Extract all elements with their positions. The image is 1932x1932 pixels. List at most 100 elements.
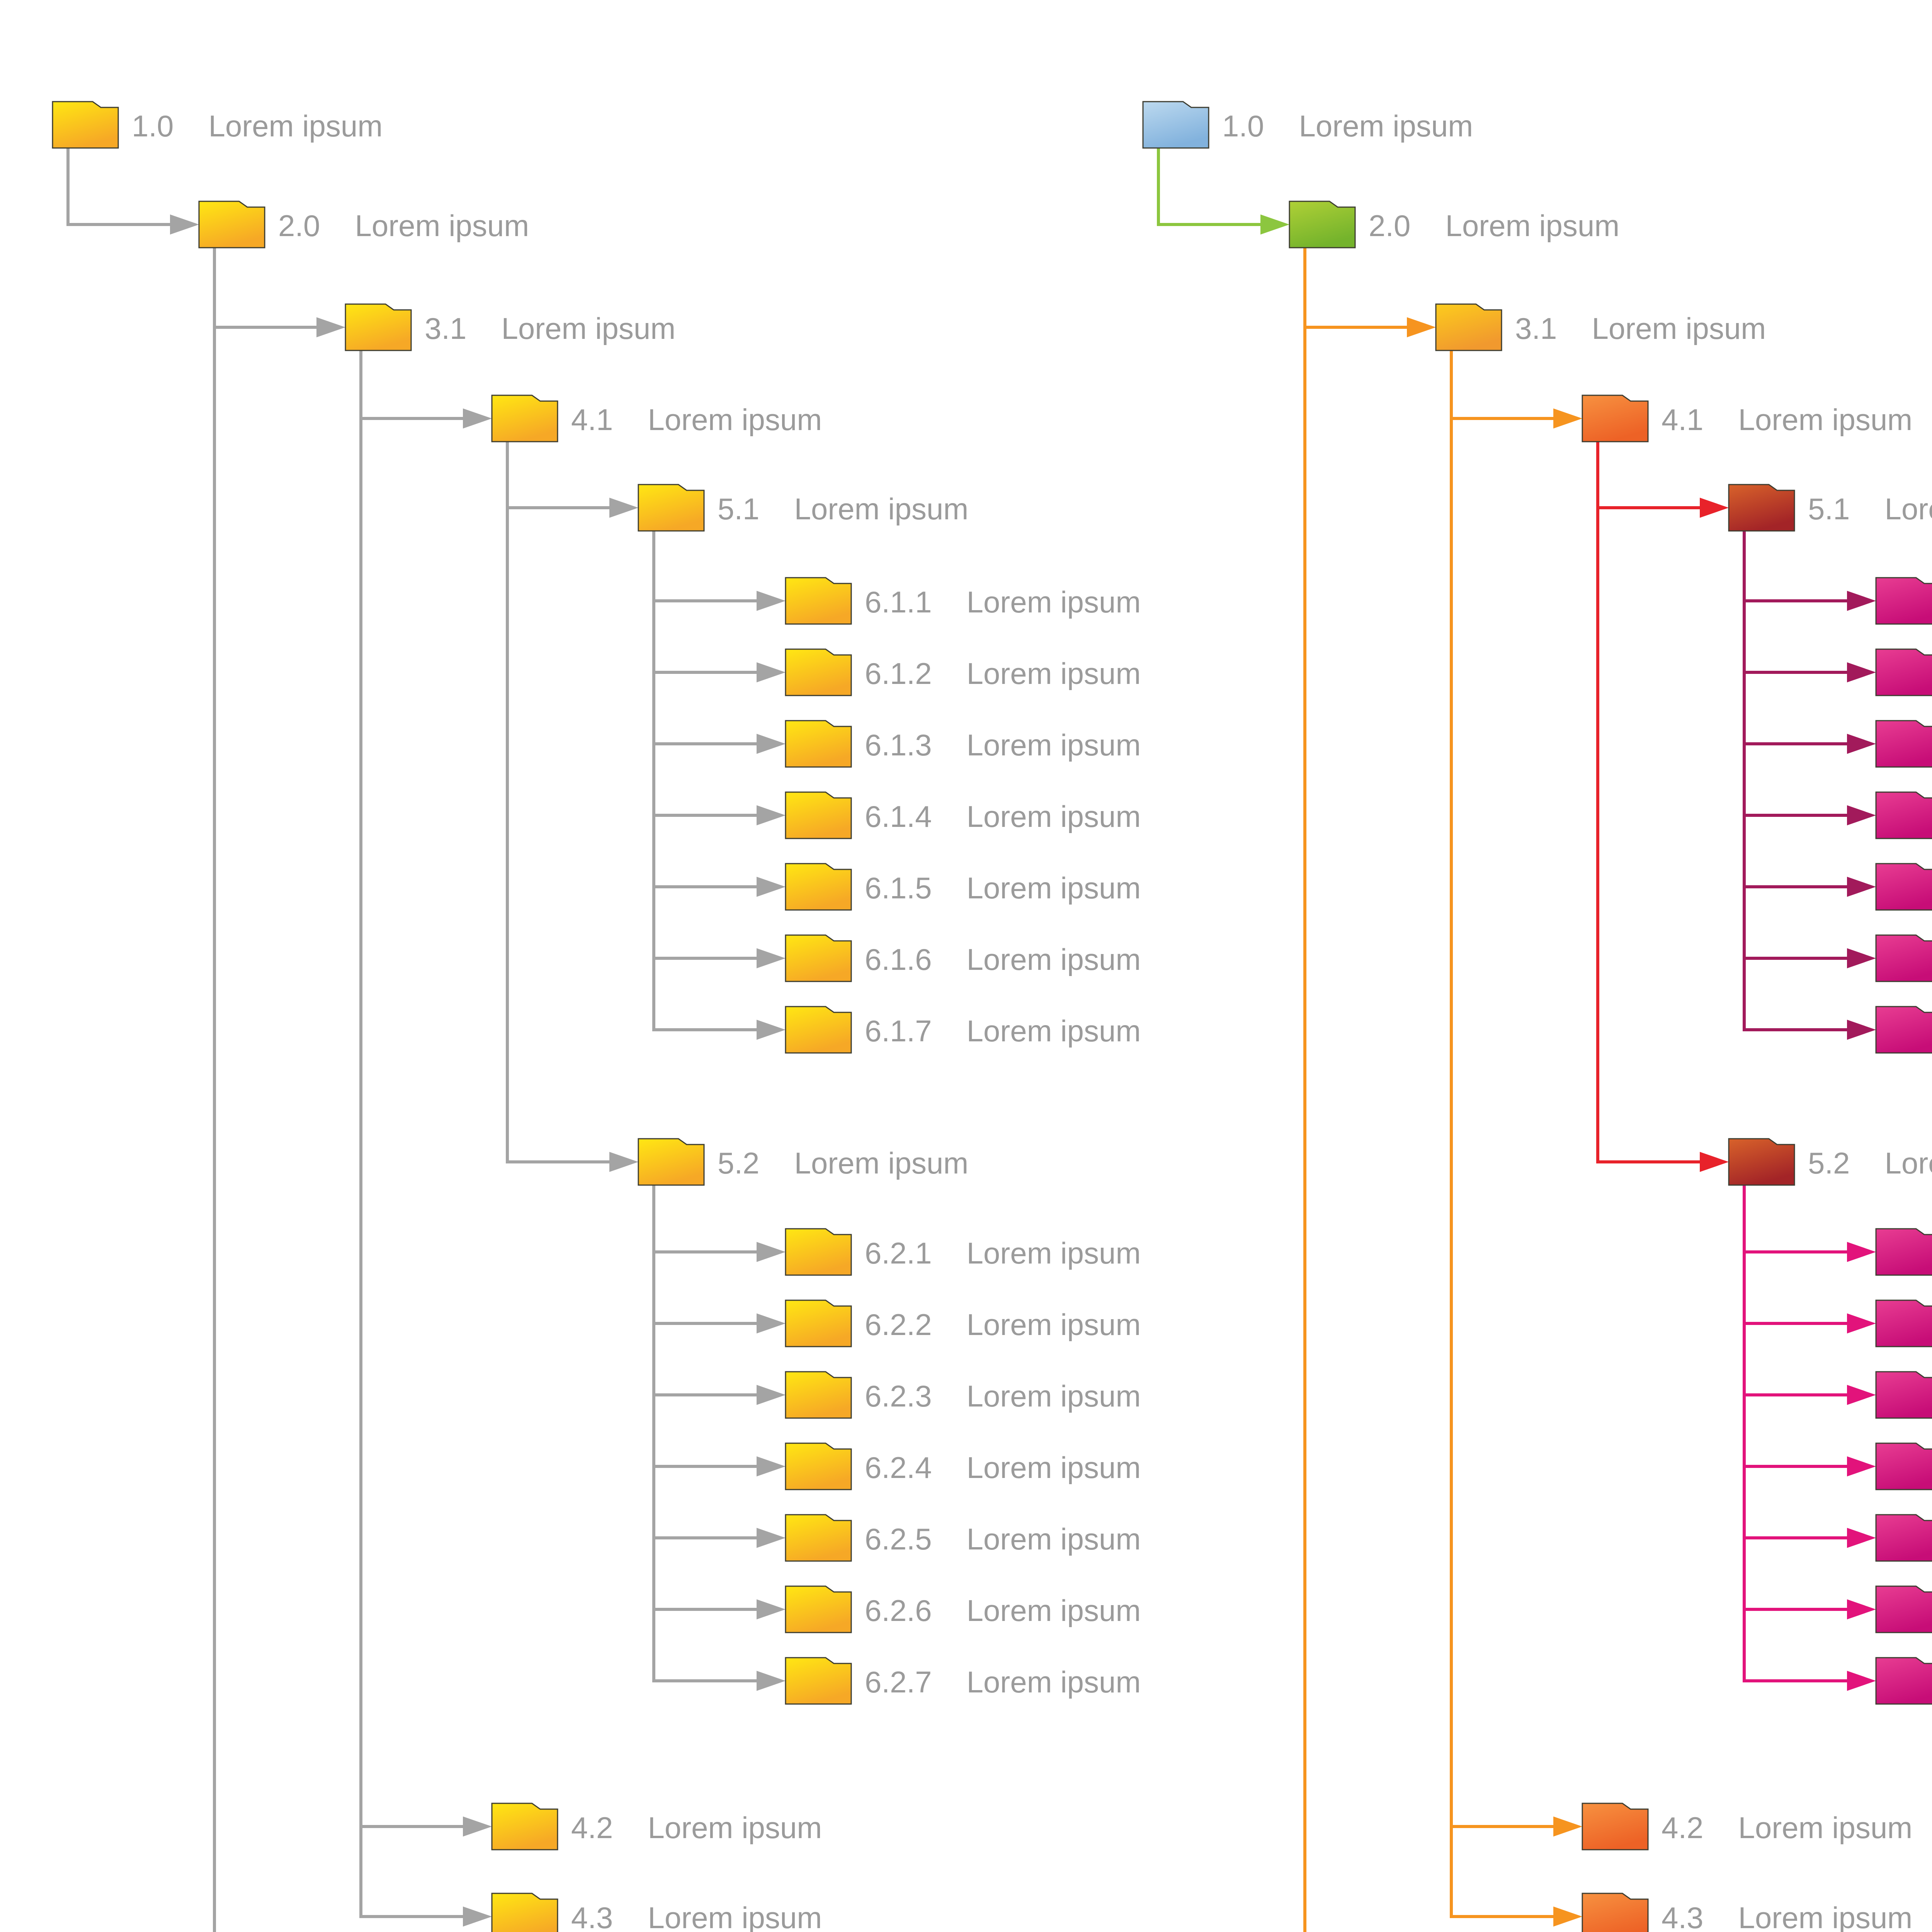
node-number: 4.2 — [571, 1811, 613, 1845]
node-text-left-6.1.4: 6.1.4 Lorem ipsum — [865, 799, 1141, 833]
node-left-6.2.7: 6.2.7 Lorem ipsum — [785, 1657, 1141, 1705]
folder-icon-right-3.1 — [1435, 303, 1502, 351]
node-left-6.2.1: 6.2.1 Lorem ipsum — [785, 1228, 1141, 1276]
node-label: Lorem ipsum — [966, 1308, 1141, 1342]
node-number: 2.0 — [1369, 209, 1410, 243]
node-left-6.2.3: 6.2.3 Lorem ipsum — [785, 1371, 1141, 1419]
node-text-right-5.2: 5.2 Lorem ipsum — [1808, 1146, 1932, 1180]
arrowhead-icon-right-6.1.5 — [1847, 877, 1876, 897]
folder-icon-right-5.1 — [1728, 484, 1795, 532]
node-number: 1.0 — [132, 109, 173, 143]
node-label: Lorem ipsum — [648, 403, 822, 437]
node-number: 2.0 — [278, 209, 320, 243]
folder-icon-left-4.3 — [491, 1893, 558, 1932]
folder-icon-right-4.1 — [1582, 395, 1649, 442]
node-label: Lorem ipsum — [966, 1522, 1141, 1556]
arrowhead-icon-right-6.1.2 — [1847, 662, 1876, 682]
node-number: 5.2 — [1808, 1146, 1850, 1180]
node-text-left-4.3: 4.3 Lorem ipsum — [571, 1901, 822, 1932]
node-number: 6.2.1 — [865, 1236, 932, 1270]
folder-icon-left-6.1.5 — [785, 863, 852, 911]
folder-icon-left-4.1 — [491, 395, 558, 442]
arrowhead-icon-left-6.2.7 — [757, 1671, 786, 1691]
node-number: 6.1.3 — [865, 728, 932, 762]
node-label: Lorem ipsum — [1884, 492, 1932, 526]
folder-icon-left-5.1 — [638, 484, 705, 532]
arrowhead-icon-right-5.1 — [1700, 498, 1729, 518]
folder-icon-right-6.2.7 — [1875, 1657, 1932, 1705]
node-text-left-4.2: 4.2 Lorem ipsum — [571, 1811, 822, 1845]
node-text-left-6.1.7: 6.1.7 Lorem ipsum — [865, 1014, 1141, 1048]
folder-icon-right-6.1.4 — [1875, 791, 1932, 839]
node-label: Lorem ipsum — [1738, 1811, 1912, 1845]
node-number: 6.1.6 — [865, 942, 932, 976]
folder-icon-right-6.1.2 — [1875, 648, 1932, 696]
node-text-right-5.1: 5.1 Lorem ipsum — [1808, 492, 1932, 526]
arrowhead-icon-left-4.3 — [463, 1906, 492, 1927]
arrowhead-icon-right-6.2.3 — [1847, 1385, 1876, 1405]
node-text-left-6.2.4: 6.2.4 Lorem ipsum — [865, 1451, 1141, 1485]
folder-icon-left-6.2.4 — [785, 1442, 852, 1490]
folder-icon-left-5.2 — [638, 1138, 705, 1186]
arrowhead-icon-left-6.2.1 — [757, 1242, 786, 1262]
node-number: 4.1 — [571, 403, 613, 437]
arrowhead-icon-right-6.2.6 — [1847, 1599, 1876, 1619]
arrowhead-icon-left-6.2.3 — [757, 1385, 786, 1405]
node-number: 6.1.4 — [865, 799, 932, 833]
node-label: Lorem ipsum — [1445, 209, 1619, 243]
node-number: 1.0 — [1222, 109, 1264, 143]
node-number: 6.1.7 — [865, 1014, 932, 1048]
node-left-6.1.3: 6.1.3 Lorem ipsum — [785, 720, 1141, 768]
node-label: Lorem ipsum — [966, 1665, 1141, 1699]
folder-icon-left-6.2.7 — [785, 1657, 852, 1705]
arrowhead-icon-left-6.1.7 — [757, 1020, 786, 1040]
node-text-right-1.0: 1.0 Lorem ipsum — [1222, 109, 1473, 143]
node-text-left-6.1.5: 6.1.5 Lorem ipsum — [865, 871, 1141, 905]
arrowhead-icon-left-6.1.1 — [757, 591, 786, 611]
node-number: 6.1.2 — [865, 656, 932, 690]
node-text-right-4.1: 4.1 Lorem ipsum — [1662, 403, 1912, 437]
node-left-6.2.6: 6.2.6 Lorem ipsum — [785, 1585, 1141, 1633]
node-text-left-3.1: 3.1 Lorem ipsum — [425, 311, 675, 345]
node-label: Lorem ipsum — [966, 585, 1141, 619]
node-left-2.0: 2.0 Lorem ipsum — [198, 201, 529, 248]
arrowhead-icon-left-3.1 — [316, 317, 345, 337]
folder-icon-right-4.3 — [1582, 1893, 1649, 1932]
arrowhead-icon-right-6.2.4 — [1847, 1456, 1876, 1476]
folder-icon-left-6.2.3 — [785, 1371, 852, 1419]
node-number: 3.1 — [1515, 311, 1557, 345]
node-left-6.2.2: 6.2.2 Lorem ipsum — [785, 1299, 1141, 1347]
arrowhead-icon-left-6.1.4 — [757, 805, 786, 825]
folder-icon-left-6.2.6 — [785, 1585, 852, 1633]
connector-right-2.0-to-3.3 — [1303, 248, 1306, 1932]
node-label: Lorem ipsum — [1592, 311, 1766, 345]
arrowhead-icon-left-5.1 — [609, 498, 638, 518]
folder-icon-right-6.2.3 — [1875, 1371, 1932, 1419]
node-left-6.1.2: 6.1.2 Lorem ipsum — [785, 648, 1141, 696]
node-label: Lorem ipsum — [966, 871, 1141, 905]
folder-icon-left-6.2.5 — [785, 1514, 852, 1562]
node-number: 5.1 — [718, 492, 759, 526]
node-text-left-6.2.6: 6.2.6 Lorem ipsum — [865, 1594, 1141, 1628]
folder-icon-right-1.0 — [1142, 101, 1209, 149]
node-number: 6.2.6 — [865, 1594, 932, 1628]
arrowhead-icon-right-2.0 — [1260, 214, 1289, 235]
arrowhead-icon-left-5.2 — [609, 1152, 638, 1172]
folder-icon-right-6.2.4 — [1875, 1442, 1932, 1490]
node-number: 6.2.2 — [865, 1308, 932, 1342]
node-label: Lorem ipsum — [648, 1901, 822, 1932]
node-right-3.1: 3.1 Lorem ipsum — [1435, 303, 1766, 351]
node-text-right-4.3: 4.3 Lorem ipsum — [1662, 1901, 1912, 1932]
node-number: 4.3 — [571, 1901, 613, 1932]
node-right-2.0: 2.0 Lorem ipsum — [1289, 201, 1619, 248]
folder-icon-left-6.1.7 — [785, 1006, 852, 1054]
arrowhead-icon-left-2.0 — [170, 214, 199, 235]
node-right-4.3: 4.3 Lorem ipsum — [1582, 1893, 1912, 1932]
node-label: Lorem ipsum — [966, 1451, 1141, 1485]
